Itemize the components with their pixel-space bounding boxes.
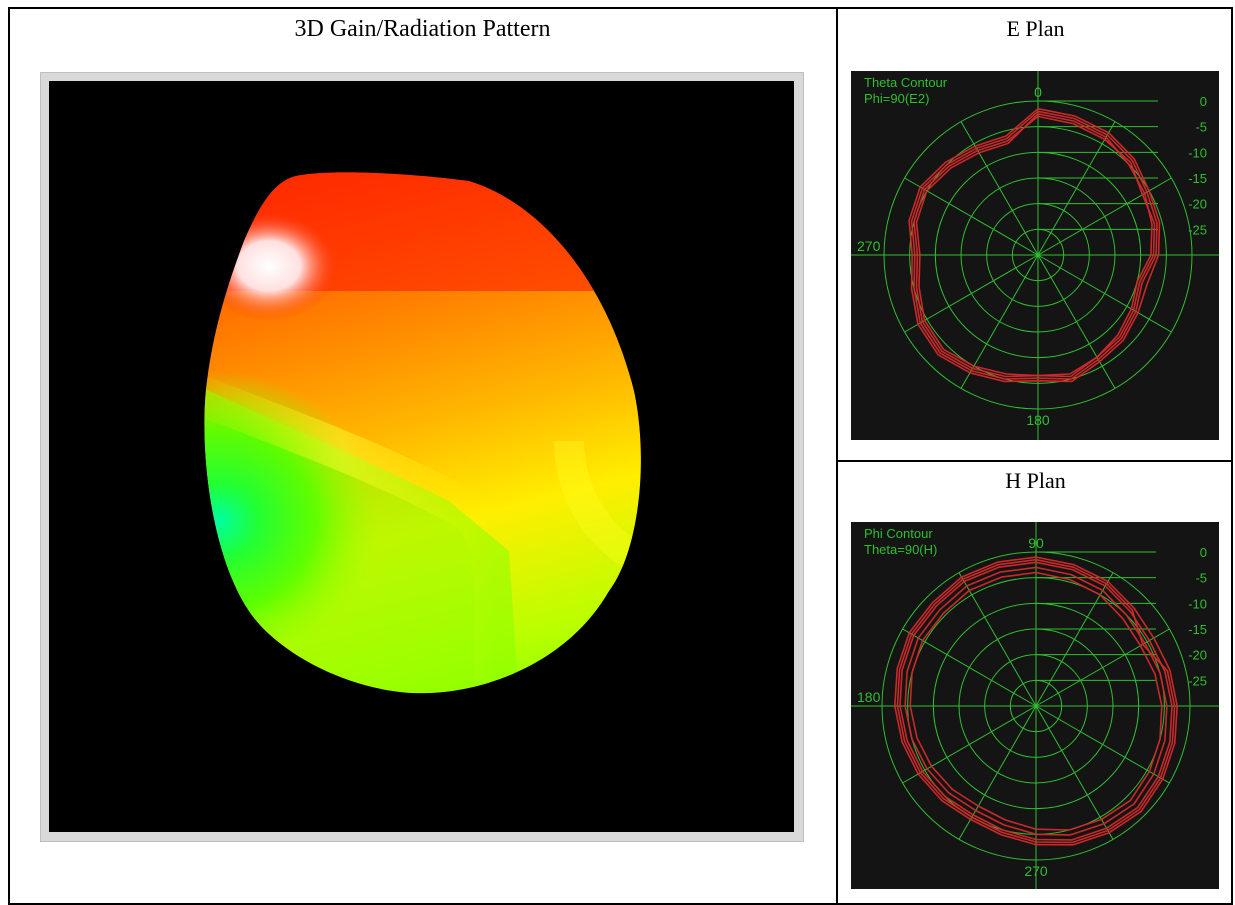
figure-border	[8, 7, 1233, 905]
h-contour-label: Phi Contour	[864, 526, 933, 541]
e-trace	[913, 115, 1156, 378]
e-grid-spoke	[904, 254, 1039, 333]
h-db-tick-label: 0	[1200, 545, 1207, 560]
e-angle-label-bottom: 180	[1026, 412, 1050, 428]
e-plan-grid	[851, 71, 1219, 440]
e-db-tick-label: -25	[1188, 222, 1207, 237]
h-trace	[896, 558, 1176, 844]
h-db-tick-label: -15	[1188, 622, 1207, 637]
h-cut-label: Theta=90(H)	[864, 542, 937, 557]
h-angle-label-top: 90	[1028, 535, 1044, 551]
h-trace	[893, 556, 1179, 846]
title-e-plan: E Plan	[1006, 16, 1065, 41]
h-grid-spoke	[1035, 572, 1114, 707]
e-angle-label-left: 270	[857, 238, 881, 254]
h-trace	[904, 566, 1168, 836]
e-grid-spoke	[1037, 121, 1116, 256]
e-grid-spoke	[960, 121, 1039, 256]
e-grid-spoke	[1037, 254, 1116, 389]
title-3d-pattern: 3D Gain/Radiation Pattern	[294, 16, 551, 42]
h-grid-spoke	[902, 628, 1037, 707]
e-trace	[908, 107, 1161, 383]
h-angle-label-bottom: 270	[1024, 863, 1048, 879]
e-db-tick-label: -20	[1188, 197, 1207, 212]
3d-viewport	[49, 81, 794, 832]
3d-surface	[204, 172, 641, 694]
h-grid-spoke	[958, 572, 1037, 707]
e-angle-label-top: 0	[1034, 84, 1042, 100]
h-plan-plot: 0 -5 -10 -15 -20 -25 Phi Contour Theta=90(H) 90 1…	[851, 522, 1219, 889]
h-angle-label-left: 180	[857, 689, 881, 705]
e-contour-label: Theta Contour	[864, 75, 948, 90]
h-plan-traces	[893, 556, 1179, 846]
h-grid-spoke	[902, 705, 1037, 784]
h-grid-spoke	[1035, 628, 1170, 707]
e-plan-traces	[908, 107, 1161, 383]
3d-pattern-svg	[204, 172, 641, 694]
h-db-tick-label: -20	[1188, 648, 1207, 663]
e-cut-label: Phi=90(E2)	[864, 91, 929, 106]
e-db-tick-label: -15	[1188, 171, 1207, 186]
h-db-tick-label: -10	[1188, 596, 1207, 611]
h-trace	[899, 561, 1173, 841]
row-divider	[836, 460, 1233, 462]
e-grid-spoke	[1037, 254, 1172, 333]
title-h-plan: H Plan	[1005, 468, 1066, 493]
column-divider	[836, 7, 838, 905]
e-plan-plot: 0 -5 -10 -15 -20 -25 Theta Contour Phi=90(E2) 0 2…	[851, 71, 1219, 440]
h-db-tick-label: -25	[1188, 673, 1207, 688]
h-plan-grid	[851, 522, 1219, 889]
h-grid-spoke	[1035, 705, 1170, 784]
e-db-tick-label: 0	[1200, 94, 1207, 109]
e-db-tick-label: -5	[1195, 120, 1207, 135]
h-trace	[909, 571, 1163, 831]
h-grid-spoke	[1035, 705, 1114, 840]
e-db-tick-label: -10	[1188, 145, 1207, 160]
e-trace	[910, 110, 1158, 380]
h-db-tick-label: -5	[1195, 571, 1207, 586]
